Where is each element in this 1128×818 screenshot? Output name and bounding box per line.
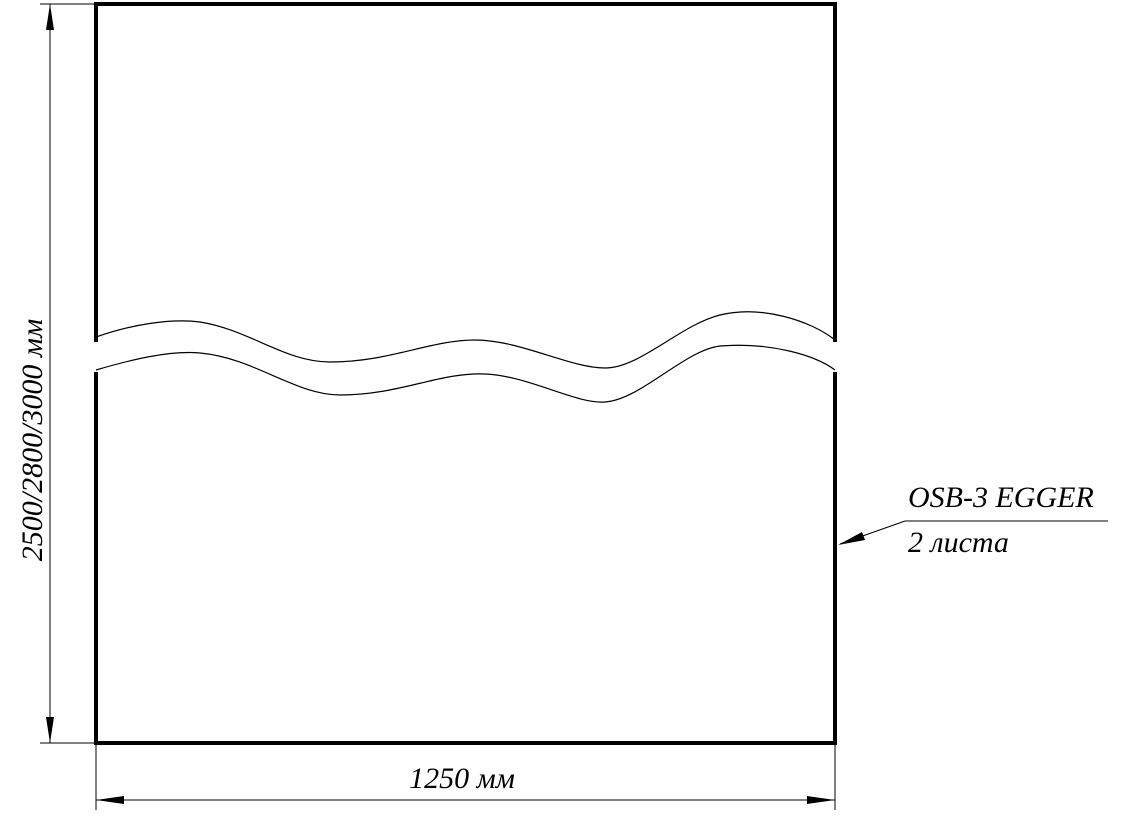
- width-arrow-right: [807, 796, 835, 804]
- height-arrow-top: [46, 4, 54, 30]
- height-arrow-bottom: [46, 717, 54, 743]
- material-callout: OSB-3 EGGER 2 листа: [838, 481, 1108, 559]
- width-arrow-left: [96, 796, 124, 804]
- break-line-upper: [95, 311, 836, 369]
- width-dimension: 1250 мм: [95, 743, 836, 810]
- height-label: 2500/2800/3000 мм: [16, 319, 49, 561]
- callout-material: OSB-3 EGGER: [908, 481, 1094, 514]
- break-line-lower: [95, 344, 836, 403]
- height-dimension: 2500/2800/3000 мм: [16, 3, 96, 744]
- callout-quantity: 2 листа: [908, 526, 1009, 559]
- sheet-outline-bottom: [94, 372, 837, 745]
- callout-arrow: [838, 532, 865, 545]
- sheet-outline-top: [94, 2, 837, 342]
- width-label: 1250 мм: [409, 762, 515, 795]
